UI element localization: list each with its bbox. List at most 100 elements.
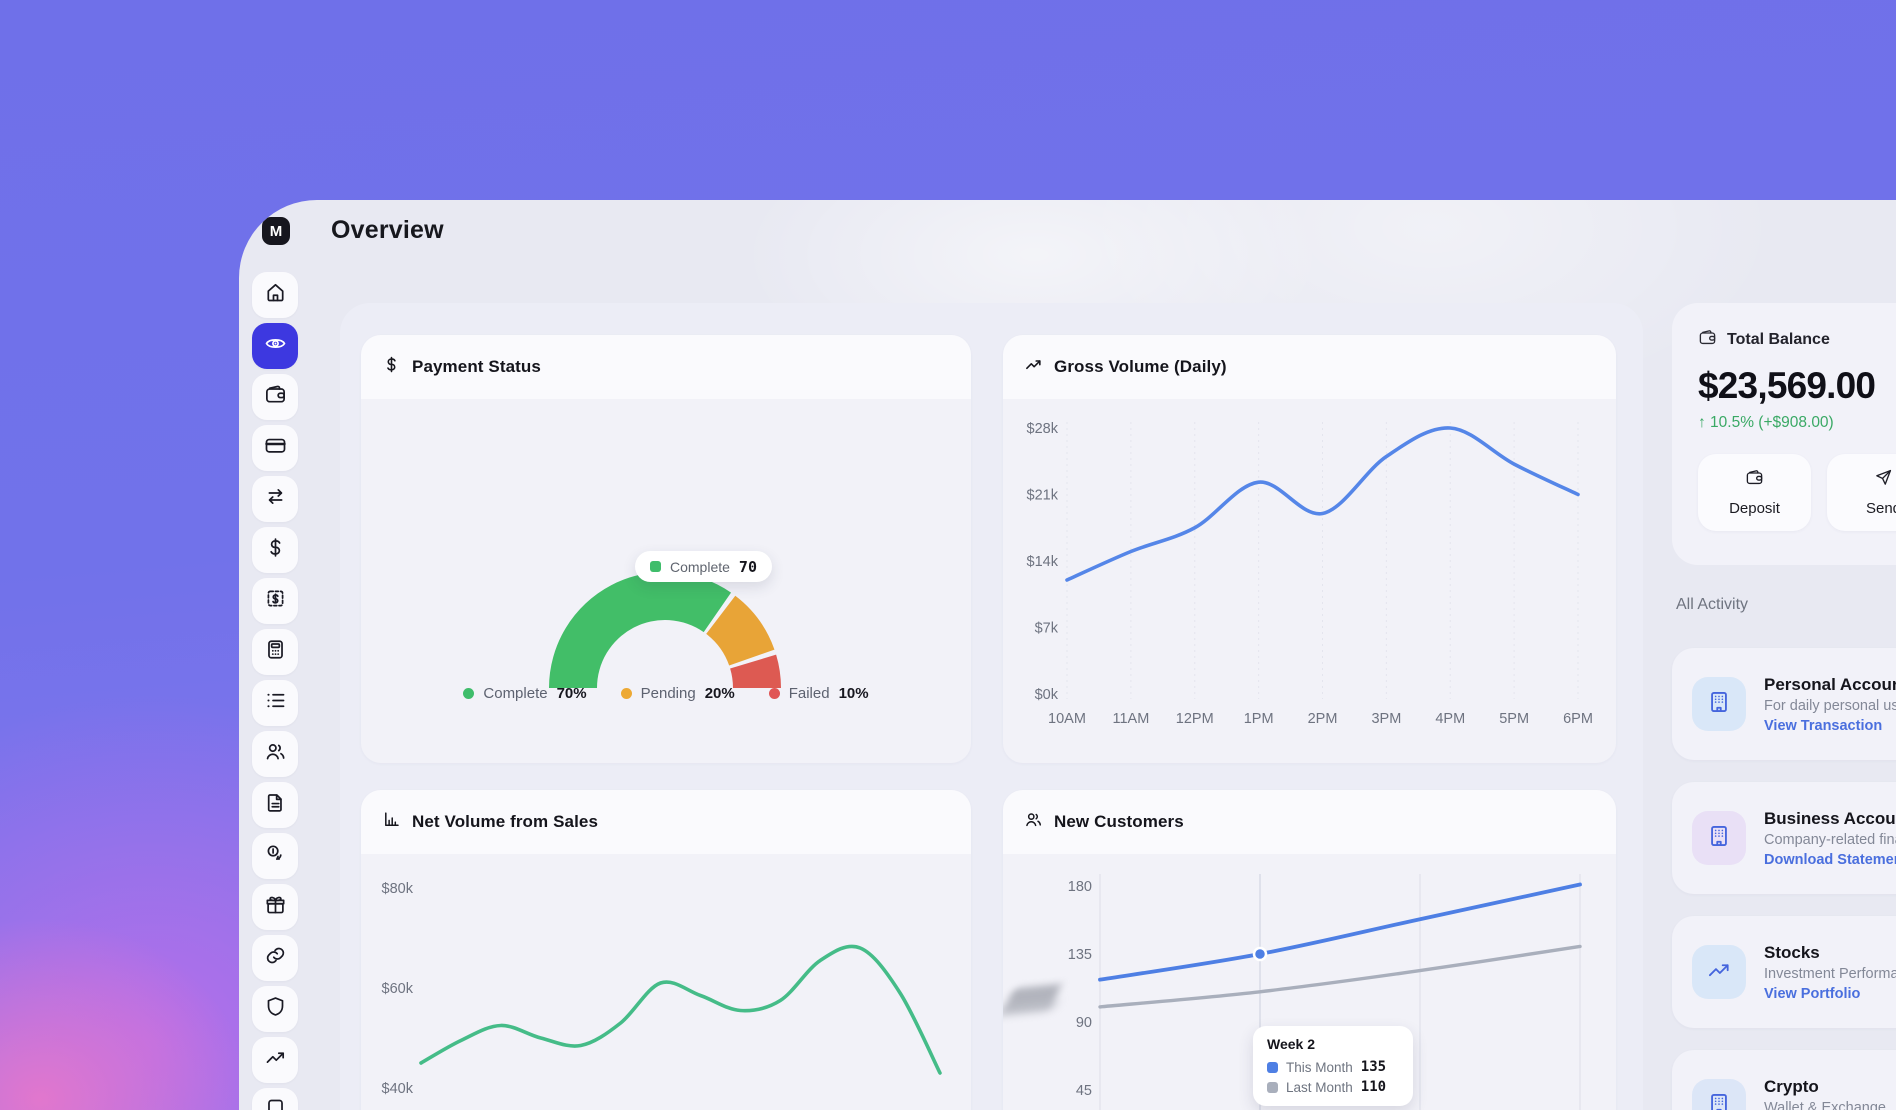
svg-text:5PM: 5PM [1499, 711, 1529, 727]
net-volume-chart[interactable]: $20k$40k$60k$80k [361, 854, 971, 1110]
svg-text:180: 180 [1068, 879, 1092, 895]
activity-subtitle: For daily personal use [1764, 697, 1896, 714]
coins-icon [264, 842, 287, 870]
new-customers-card: New Customers 45 90 135 180 Week 2 This Mon… [1003, 790, 1616, 1110]
app-logo[interactable]: M [262, 217, 290, 245]
net-volume-card: Net Volume from Sales $20k$40k$60k$80k [361, 790, 971, 1110]
activity-card-stocks[interactable]: Stocks Investment Performance View Portf… [1672, 916, 1896, 1028]
gross-volume-body: $0k $7k $14k $21k $28k 10AM 11AM 12PM 1PM 2PM 3PM 4… [1003, 399, 1616, 763]
dollar-icon [382, 355, 401, 379]
sidebar-nav [252, 272, 300, 1110]
new-customers-header: New Customers [1003, 790, 1616, 854]
charts-panel: Payment Status Complete 70 Complete 70% [340, 303, 1643, 1110]
gauge-tooltip: Complete 70 [635, 551, 772, 582]
legend-item-complete: Complete 70% [463, 685, 587, 702]
svg-text:$28k: $28k [1027, 421, 1059, 437]
view-transaction-link[interactable]: View Transaction [1764, 717, 1883, 734]
sidebar-item-calculator[interactable] [252, 629, 298, 675]
arrows-left-right-icon [264, 485, 287, 513]
svg-text:2PM: 2PM [1308, 711, 1338, 727]
sidebar-item-overview[interactable] [252, 323, 298, 369]
view-portfolio-link[interactable]: View Portfolio [1764, 985, 1861, 1002]
legend-dot [463, 688, 475, 699]
wallet-icon [1745, 468, 1764, 491]
tooltip-title: Week 2 [1267, 1036, 1315, 1052]
sidebar-item-home[interactable] [252, 272, 298, 318]
bar-chart-icon [382, 810, 401, 834]
sidebar-item-analytics[interactable] [252, 1037, 298, 1083]
activity-subtitle: Wallet & Exchange [1764, 1099, 1886, 1110]
balance-actions: Deposit Send [1698, 454, 1896, 531]
app-logo-letter: M [269, 222, 283, 240]
sidebar-item-coins[interactable] [252, 833, 298, 879]
net-volume-header: Net Volume from Sales [361, 790, 971, 854]
sidebar-item-cards[interactable] [252, 425, 298, 471]
building-icon [1706, 689, 1732, 720]
trending-up-icon [1706, 957, 1732, 988]
svg-text:3PM: 3PM [1371, 711, 1401, 727]
gauge-legend: Complete 70% Pending 20% Failed 10% [361, 685, 971, 702]
users-icon [1024, 810, 1043, 834]
sidebar-item-payments[interactable] [252, 527, 298, 573]
activity-card-crypto[interactable]: Crypto Wallet & Exchange View Wallet [1672, 1050, 1896, 1110]
sidebar-item-documents[interactable] [252, 782, 298, 828]
list-icon [264, 689, 287, 717]
payment-status-card: Payment Status Complete 70 Complete 70% [361, 335, 971, 763]
home-icon [264, 281, 287, 309]
activity-title: Crypto [1764, 1076, 1819, 1096]
sidebar-item-links[interactable] [252, 935, 298, 981]
total-balance-label: Total Balance [1727, 331, 1830, 348]
download-statement-link[interactable]: Download Statement [1764, 851, 1896, 868]
gross-volume-chart[interactable]: $0k $7k $14k $21k $28k 10AM 11AM 12PM 1PM 2PM 3PM 4… [1003, 399, 1616, 763]
payment-gauge-chart[interactable] [361, 399, 971, 763]
sidebar-item-customers[interactable] [252, 731, 298, 777]
tooltip-row-this-month: This Month 135 [1267, 1059, 1399, 1075]
page-title: Overview [331, 216, 444, 244]
sidebar-item-devices[interactable] [252, 1088, 298, 1110]
sidebar-item-wallet[interactable] [252, 374, 298, 420]
svg-text:90: 90 [1076, 1015, 1092, 1031]
svg-text:10AM: 10AM [1048, 711, 1086, 727]
sidebar-item-invoices[interactable] [252, 578, 298, 624]
gift-icon [264, 893, 287, 921]
svg-text:$21k: $21k [1027, 488, 1059, 504]
shield-icon [264, 995, 287, 1023]
trending-up-icon [264, 1046, 287, 1074]
sidebar-item-lists[interactable] [252, 680, 298, 726]
svg-text:12PM: 12PM [1176, 711, 1214, 727]
svg-text:45: 45 [1076, 1083, 1092, 1099]
svg-text:$14k: $14k [1027, 554, 1059, 570]
total-balance-row: Total Balance [1698, 328, 1896, 352]
new-customers-chart[interactable]: 45 90 135 180 [1003, 854, 1616, 1110]
users-icon [264, 740, 287, 768]
gross-volume-card: Gross Volume (Daily) $0k $7k $14k $21k $28k 1… [1003, 335, 1616, 763]
send-button[interactable]: Send [1827, 454, 1896, 531]
activity-title: Personal Account [1764, 674, 1896, 694]
sidebar-item-transfers[interactable] [252, 476, 298, 522]
legend-item-failed: Failed 10% [768, 685, 869, 702]
svg-text:$0k: $0k [1035, 687, 1059, 703]
net-volume-title: Net Volume from Sales [412, 812, 599, 831]
payment-status-header: Payment Status [361, 335, 971, 399]
activity-subtitle: Company-related finances [1764, 831, 1896, 848]
tooltip-value: 70 [738, 557, 757, 576]
document-icon [264, 791, 287, 819]
svg-text:$7k: $7k [1035, 621, 1059, 637]
svg-text:$60k: $60k [382, 981, 414, 997]
sidebar-item-rewards[interactable] [252, 884, 298, 930]
new-customers-body: 45 90 135 180 Week 2 This Month 135 Last Mo… [1003, 854, 1616, 1110]
credit-card-icon [264, 434, 287, 462]
activity-card-business-account[interactable]: Business Account Company-related finance… [1672, 782, 1896, 894]
dollar-icon [264, 536, 287, 564]
activity-title: Business Account [1764, 808, 1896, 828]
all-activity-heading: All Activity [1676, 596, 1749, 613]
svg-text:6PM: 6PM [1563, 711, 1593, 727]
gross-volume-header: Gross Volume (Daily) [1003, 335, 1616, 399]
deposit-button[interactable]: Deposit [1698, 454, 1811, 531]
total-balance-card: Total Balance $23,569.00 ↑ 10.5% (+$908.… [1672, 303, 1896, 565]
legend-item-pending: Pending 20% [620, 685, 735, 702]
tooltip-row-last-month: Last Month 110 [1267, 1079, 1399, 1095]
activity-card-personal-account[interactable]: Personal Account For daily personal use … [1672, 648, 1896, 760]
tooltip-swatch [650, 561, 661, 572]
sidebar-item-security[interactable] [252, 986, 298, 1032]
